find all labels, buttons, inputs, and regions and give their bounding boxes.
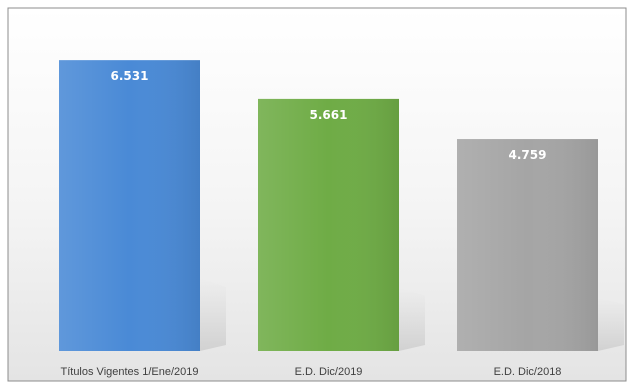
bar-value-label: 5.661 (310, 108, 348, 122)
bar-highlight (457, 139, 598, 351)
category-label: E.D. Dic/2019 (295, 366, 363, 378)
bar-shadow (399, 287, 425, 351)
bar-shadow (598, 298, 624, 351)
category-labels-group: Títulos Vigentes 1/Ene/2019 E.D. Dic/2019… (60, 366, 561, 378)
bar-value-label: 6.531 (111, 69, 149, 83)
category-label: E.D. Dic/2018 (494, 366, 562, 378)
bar-shadow (200, 278, 226, 351)
value-labels-group: 6.531 5.661 4.759 (111, 69, 547, 162)
bar-value-label: 4.759 (509, 148, 547, 162)
category-label: Títulos Vigentes 1/Ene/2019 (60, 366, 198, 378)
bar-highlight (258, 98, 399, 352)
bar-shadows (200, 278, 624, 351)
bars-group (59, 60, 598, 352)
bar-highlight (59, 60, 200, 351)
